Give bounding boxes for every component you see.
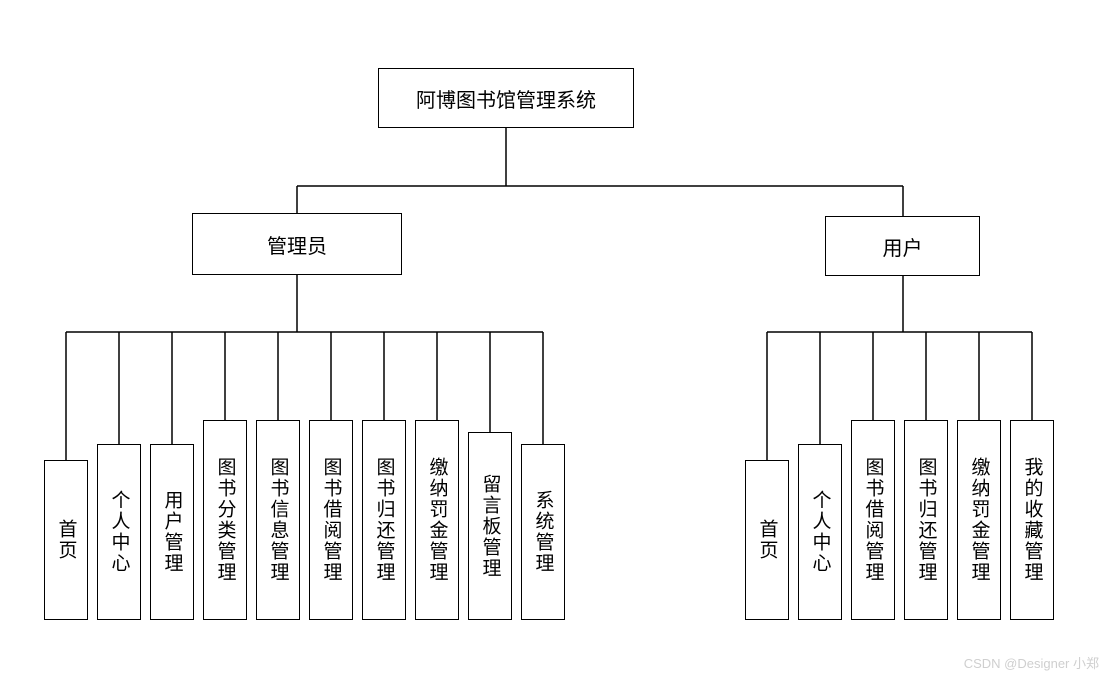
leaf-admin-9-label: 系统管理 xyxy=(530,490,557,574)
leaf-user-0: 首页 xyxy=(745,460,789,620)
leaf-user-2: 图书借阅管理 xyxy=(851,420,895,620)
leaf-user-1-label: 个人中心 xyxy=(807,490,834,574)
leaf-user-1: 个人中心 xyxy=(798,444,842,620)
leaf-admin-0-label: 首页 xyxy=(53,519,80,561)
leaf-admin-0: 首页 xyxy=(44,460,88,620)
leaf-admin-5: 图书借阅管理 xyxy=(309,420,353,620)
root-node: 阿博图书馆管理系统 xyxy=(378,68,634,128)
leaf-user-2-label: 图书借阅管理 xyxy=(860,457,887,583)
leaf-admin-3: 图书分类管理 xyxy=(203,420,247,620)
leaf-user-4-label: 缴纳罚金管理 xyxy=(966,457,993,583)
leaf-admin-5-label: 图书借阅管理 xyxy=(318,457,345,583)
leaf-user-3: 图书归还管理 xyxy=(904,420,948,620)
branch-user: 用户 xyxy=(825,216,980,276)
leaf-admin-2: 用户管理 xyxy=(150,444,194,620)
watermark-text: CSDN @Designer 小郑 xyxy=(964,653,1099,672)
branch-user-label: 用户 xyxy=(883,232,923,261)
root-node-label: 阿博图书馆管理系统 xyxy=(416,84,596,113)
leaf-admin-7: 缴纳罚金管理 xyxy=(415,420,459,620)
leaf-user-4: 缴纳罚金管理 xyxy=(957,420,1001,620)
leaf-admin-6-label: 图书归还管理 xyxy=(371,457,398,583)
leaf-admin-4: 图书信息管理 xyxy=(256,420,300,620)
leaf-admin-3-label: 图书分类管理 xyxy=(212,457,239,583)
leaf-admin-8-label: 留言板管理 xyxy=(477,474,504,579)
leaf-admin-1: 个人中心 xyxy=(97,444,141,620)
leaf-admin-4-label: 图书信息管理 xyxy=(265,457,292,583)
leaf-admin-1-label: 个人中心 xyxy=(106,490,133,574)
leaf-admin-8: 留言板管理 xyxy=(468,432,512,620)
leaf-user-3-label: 图书归还管理 xyxy=(913,457,940,583)
branch-admin-label: 管理员 xyxy=(267,230,327,259)
leaf-admin-9: 系统管理 xyxy=(521,444,565,620)
leaf-admin-7-label: 缴纳罚金管理 xyxy=(424,457,451,583)
leaf-admin-2-label: 用户管理 xyxy=(159,490,186,574)
branch-admin: 管理员 xyxy=(192,213,402,275)
leaf-user-5: 我的收藏管理 xyxy=(1010,420,1054,620)
leaf-user-5-label: 我的收藏管理 xyxy=(1019,457,1046,583)
leaf-admin-6: 图书归还管理 xyxy=(362,420,406,620)
leaf-user-0-label: 首页 xyxy=(754,519,781,561)
